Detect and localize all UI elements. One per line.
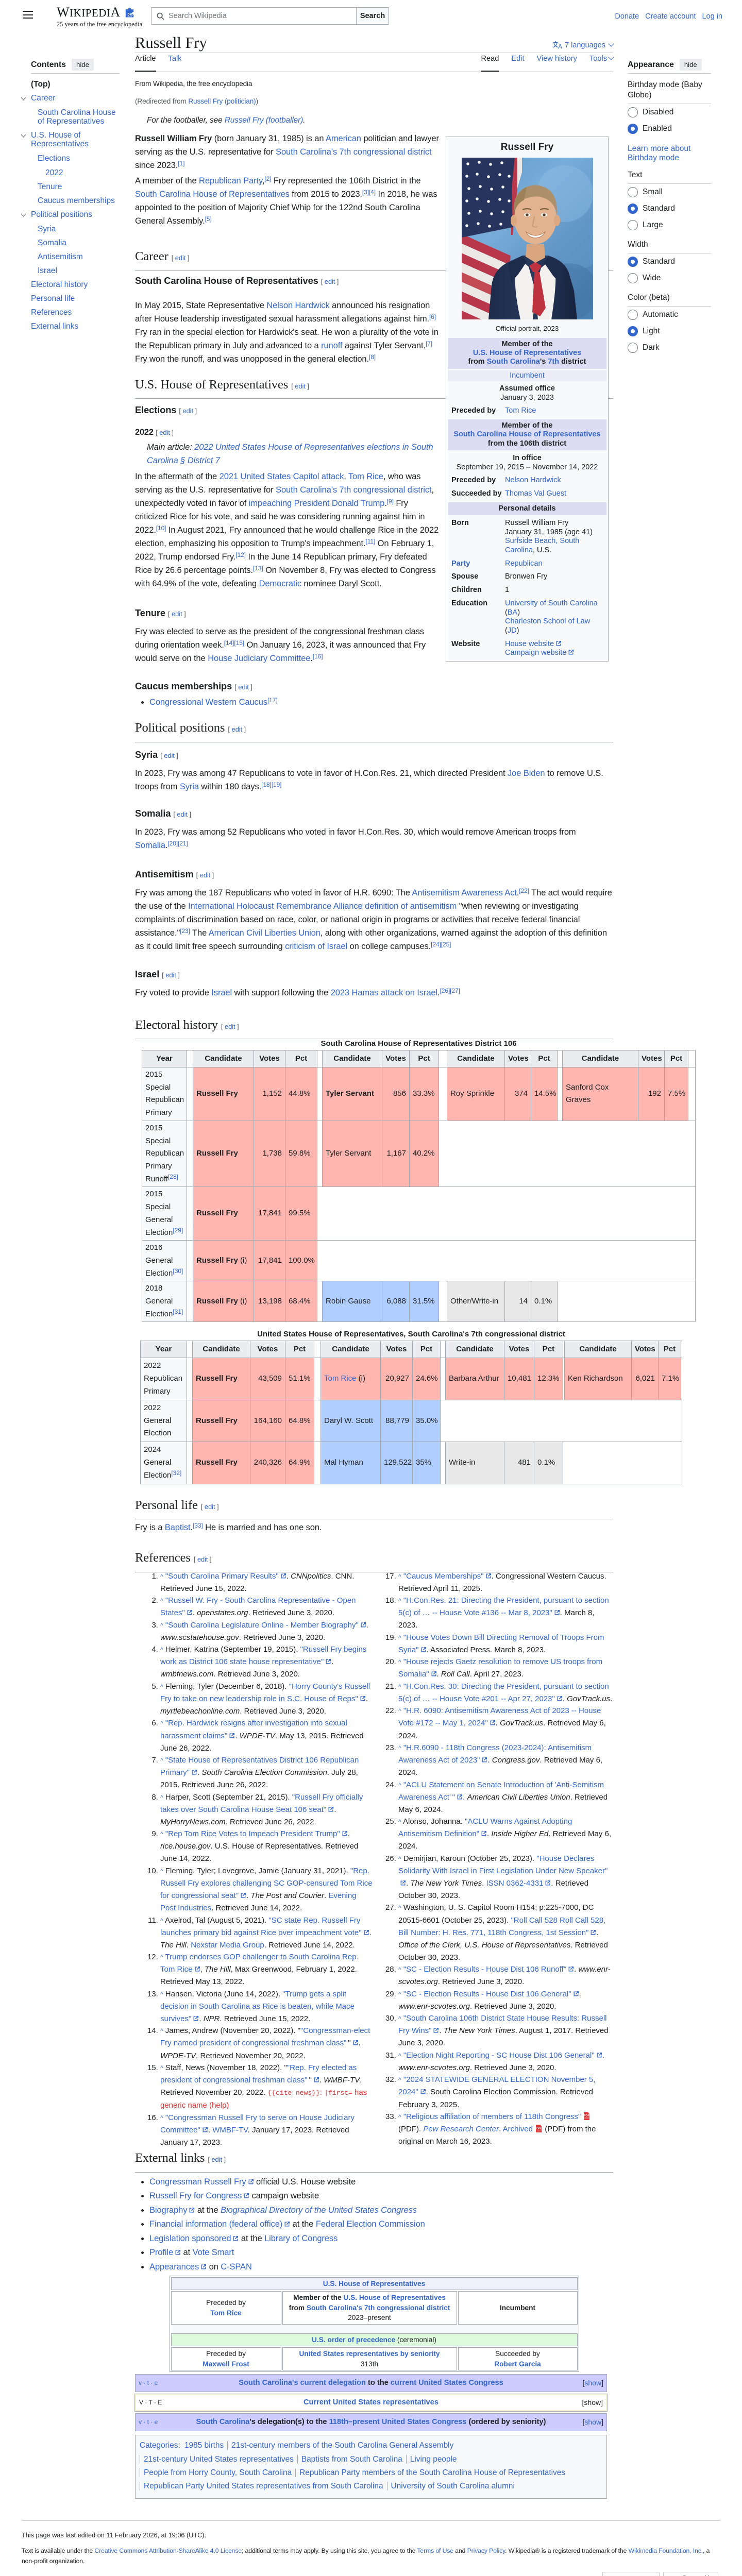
- svg-text:25: 25: [128, 12, 133, 18]
- svg-text:A: A: [558, 43, 562, 49]
